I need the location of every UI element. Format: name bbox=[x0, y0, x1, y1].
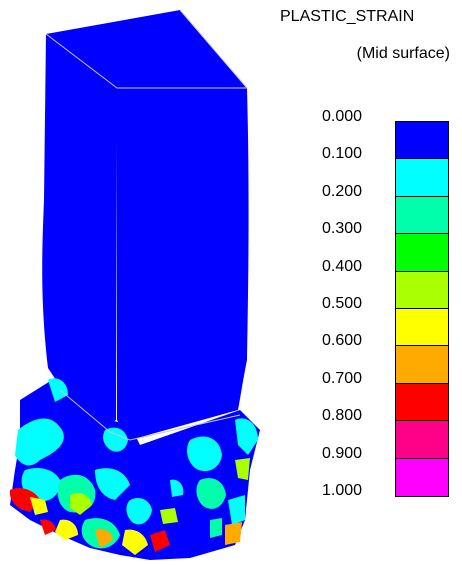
colorbar-tick-label: 0.100 bbox=[322, 145, 363, 163]
colorbar-band bbox=[396, 383, 448, 422]
colorbar-band bbox=[396, 421, 448, 459]
colorbar-tick-label: 0.700 bbox=[322, 369, 363, 387]
colorbar-tick-label: 0.600 bbox=[322, 332, 363, 350]
colorbar-tick-label: 0.800 bbox=[322, 407, 363, 425]
fold-edge bbox=[59, 389, 241, 441]
left-face bbox=[42, 34, 117, 430]
colorbar-tick-label: 0.000 bbox=[322, 108, 363, 125]
colorbar-tick-label: 0.900 bbox=[322, 444, 363, 462]
colorbar-tick-label: 0.200 bbox=[322, 182, 363, 200]
colorbar-band bbox=[396, 271, 448, 309]
colorbar-tick-label: 0.400 bbox=[322, 257, 363, 275]
top-edge bbox=[45, 33, 247, 89]
colorbar-tick-label: 0.300 bbox=[322, 220, 363, 238]
colorbar-band bbox=[396, 196, 448, 235]
colorbar bbox=[395, 121, 449, 497]
legend-title: PLASTIC_STRAIN bbox=[280, 8, 415, 25]
colorbar-band bbox=[396, 159, 448, 197]
colorbar-band bbox=[396, 234, 448, 272]
colorbar-band bbox=[396, 122, 448, 160]
legend-subtitle: (Mid surface) bbox=[356, 45, 450, 62]
colorbar-band bbox=[396, 308, 448, 347]
crushed-tube-model bbox=[10, 9, 260, 560]
colorbar-tick-label: 0.500 bbox=[322, 295, 363, 312]
right-face bbox=[117, 88, 249, 440]
crushed-fold-region bbox=[10, 375, 260, 560]
colorbar-band bbox=[396, 458, 448, 496]
top-back-edge bbox=[179, 9, 248, 89]
colorbar-band bbox=[396, 346, 448, 384]
colorbar-tick-label: 1.000 bbox=[322, 482, 363, 499]
